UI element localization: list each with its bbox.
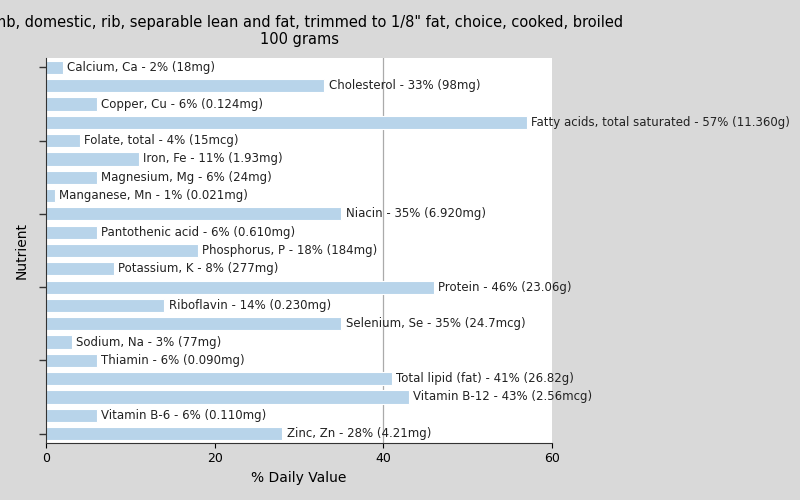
Text: Riboflavin - 14% (0.230mg): Riboflavin - 14% (0.230mg) — [169, 299, 330, 312]
Bar — [46, 427, 282, 440]
Text: Copper, Cu - 6% (0.124mg): Copper, Cu - 6% (0.124mg) — [101, 98, 263, 110]
Text: Calcium, Ca - 2% (18mg): Calcium, Ca - 2% (18mg) — [67, 61, 215, 74]
Bar — [46, 280, 434, 293]
Text: Niacin - 35% (6.920mg): Niacin - 35% (6.920mg) — [346, 208, 486, 220]
Text: Manganese, Mn - 1% (0.021mg): Manganese, Mn - 1% (0.021mg) — [59, 189, 248, 202]
Bar — [46, 61, 63, 74]
X-axis label: % Daily Value: % Daily Value — [251, 471, 347, 485]
Bar — [46, 170, 97, 184]
Bar — [46, 79, 325, 92]
Text: Magnesium, Mg - 6% (24mg): Magnesium, Mg - 6% (24mg) — [101, 171, 272, 184]
Text: Phosphorus, P - 18% (184mg): Phosphorus, P - 18% (184mg) — [202, 244, 378, 257]
Text: Selenium, Se - 35% (24.7mcg): Selenium, Se - 35% (24.7mcg) — [346, 317, 525, 330]
Text: Potassium, K - 8% (277mg): Potassium, K - 8% (277mg) — [118, 262, 278, 276]
Bar — [46, 390, 409, 404]
Bar — [46, 262, 114, 276]
Bar — [46, 98, 97, 110]
Bar — [46, 336, 72, 348]
Text: Protein - 46% (23.06g): Protein - 46% (23.06g) — [438, 280, 572, 293]
Bar — [46, 134, 80, 147]
Bar — [46, 208, 342, 220]
Bar — [46, 226, 97, 239]
Text: Total lipid (fat) - 41% (26.82g): Total lipid (fat) - 41% (26.82g) — [396, 372, 574, 385]
Text: Cholesterol - 33% (98mg): Cholesterol - 33% (98mg) — [329, 79, 480, 92]
Text: Fatty acids, total saturated - 57% (11.360g): Fatty acids, total saturated - 57% (11.3… — [531, 116, 790, 129]
Bar — [46, 354, 97, 367]
Bar — [46, 152, 139, 166]
Text: Vitamin B-6 - 6% (0.110mg): Vitamin B-6 - 6% (0.110mg) — [101, 409, 266, 422]
Text: Pantothenic acid - 6% (0.610mg): Pantothenic acid - 6% (0.610mg) — [101, 226, 295, 238]
Bar — [46, 299, 164, 312]
Y-axis label: Nutrient: Nutrient — [15, 222, 29, 279]
Text: Vitamin B-12 - 43% (2.56mcg): Vitamin B-12 - 43% (2.56mcg) — [413, 390, 592, 404]
Bar — [46, 244, 198, 257]
Bar — [46, 372, 392, 385]
Bar — [46, 408, 97, 422]
Bar — [46, 317, 342, 330]
Text: Zinc, Zn - 28% (4.21mg): Zinc, Zn - 28% (4.21mg) — [286, 427, 431, 440]
Title: Lamb, domestic, rib, separable lean and fat, trimmed to 1/8" fat, choice, cooked: Lamb, domestic, rib, separable lean and … — [0, 15, 623, 48]
Text: Folate, total - 4% (15mcg): Folate, total - 4% (15mcg) — [84, 134, 238, 147]
Text: Thiamin - 6% (0.090mg): Thiamin - 6% (0.090mg) — [101, 354, 245, 367]
Text: Iron, Fe - 11% (1.93mg): Iron, Fe - 11% (1.93mg) — [143, 152, 283, 166]
Bar — [46, 116, 526, 129]
Text: Sodium, Na - 3% (77mg): Sodium, Na - 3% (77mg) — [76, 336, 221, 348]
Bar — [46, 189, 54, 202]
